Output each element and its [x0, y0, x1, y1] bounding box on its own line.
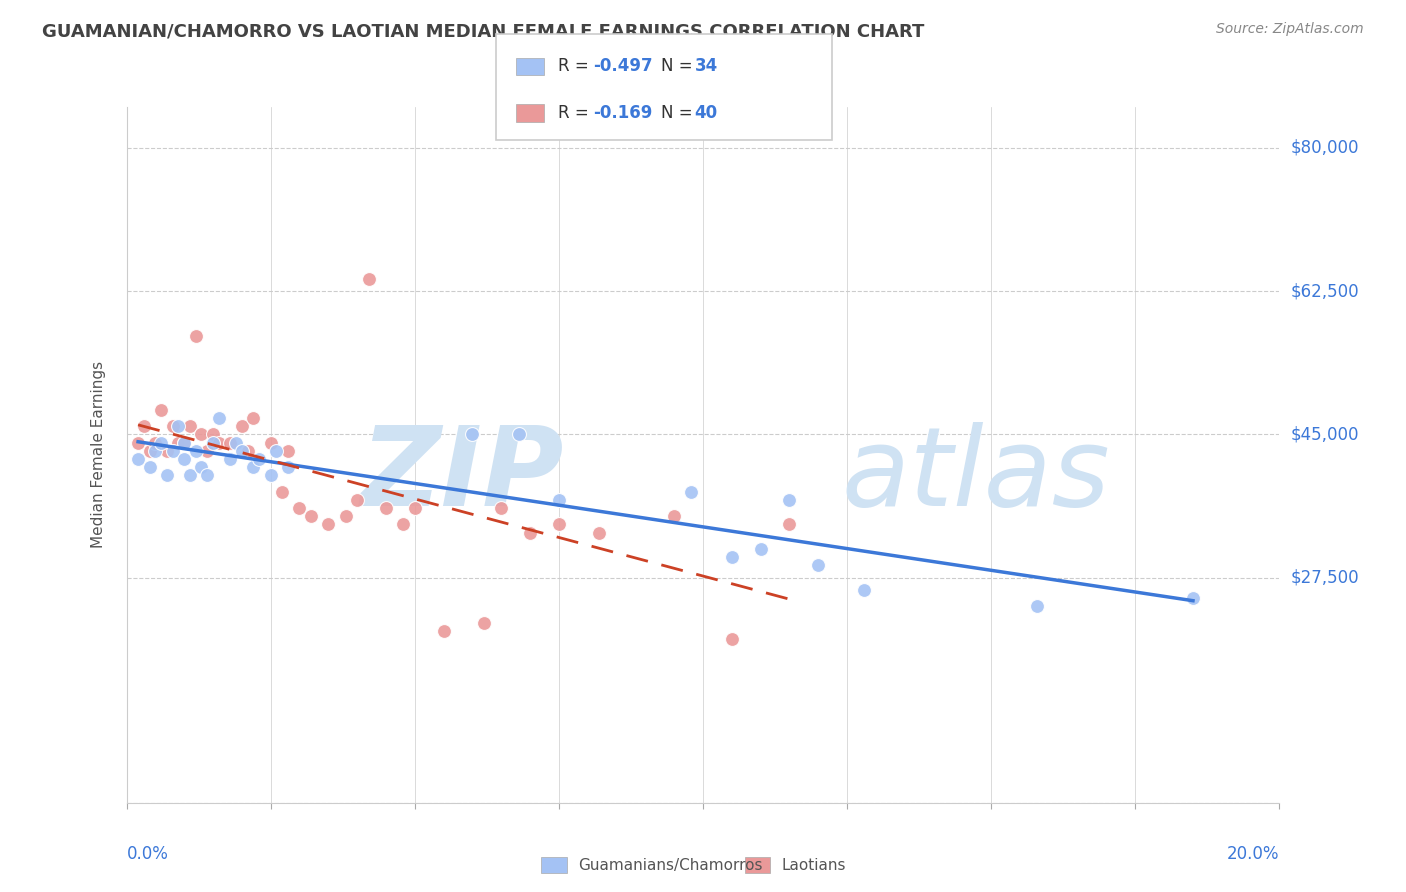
Point: [242, 460, 264, 475]
Point: [461, 427, 484, 442]
Point: [489, 501, 512, 516]
Text: 40: 40: [695, 103, 717, 121]
Point: [190, 427, 212, 442]
Text: N =: N =: [661, 103, 697, 121]
Point: [299, 509, 322, 524]
Point: [190, 460, 212, 475]
Text: GUAMANIAN/CHAMORRO VS LAOTIAN MEDIAN FEMALE EARNINGS CORRELATION CHART: GUAMANIAN/CHAMORRO VS LAOTIAN MEDIAN FEM…: [42, 22, 925, 40]
Point: [318, 517, 340, 532]
Point: [664, 509, 686, 524]
Point: [162, 419, 184, 434]
Point: [219, 435, 242, 450]
Point: [184, 329, 207, 343]
Text: $27,500: $27,500: [1291, 569, 1360, 587]
Point: [548, 492, 571, 507]
Point: [1181, 591, 1204, 606]
Text: ZIP: ZIP: [361, 422, 565, 529]
Point: [208, 411, 231, 425]
Y-axis label: Median Female Earnings: Median Female Earnings: [91, 361, 105, 549]
Point: [173, 452, 195, 467]
Point: [357, 272, 380, 286]
Point: [720, 550, 742, 565]
Point: [202, 435, 225, 450]
Point: [247, 452, 270, 467]
Point: [219, 452, 242, 467]
Point: [277, 443, 299, 458]
Point: [277, 460, 299, 475]
Point: [145, 443, 166, 458]
Point: [681, 484, 703, 499]
Point: [202, 427, 225, 442]
Point: [225, 435, 247, 450]
Point: [779, 492, 801, 507]
Point: [167, 435, 190, 450]
Text: atlas: atlas: [841, 422, 1109, 529]
Point: [132, 419, 155, 434]
Point: [779, 517, 801, 532]
Text: Source: ZipAtlas.com: Source: ZipAtlas.com: [1216, 22, 1364, 37]
Text: 0.0%: 0.0%: [127, 845, 169, 863]
Point: [472, 615, 495, 630]
Point: [392, 517, 415, 532]
Point: [231, 419, 253, 434]
Point: [179, 468, 201, 483]
Point: [127, 435, 149, 450]
Point: [288, 501, 311, 516]
Point: [156, 468, 179, 483]
Point: [167, 419, 190, 434]
Text: R =: R =: [558, 103, 595, 121]
Point: [853, 582, 876, 597]
Text: $62,500: $62,500: [1291, 282, 1360, 301]
Point: [138, 460, 160, 475]
Text: Guamanians/Chamorros: Guamanians/Chamorros: [578, 858, 762, 872]
Point: [1026, 599, 1049, 614]
Point: [150, 403, 173, 417]
Point: [195, 468, 218, 483]
Point: [242, 411, 264, 425]
Point: [236, 443, 259, 458]
Text: $45,000: $45,000: [1291, 425, 1360, 443]
Point: [807, 558, 830, 573]
Point: [266, 443, 288, 458]
Point: [346, 492, 368, 507]
Point: [404, 501, 426, 516]
Text: 20.0%: 20.0%: [1227, 845, 1279, 863]
Point: [179, 419, 201, 434]
Point: [335, 509, 357, 524]
Point: [548, 517, 571, 532]
Point: [208, 435, 231, 450]
Text: $80,000: $80,000: [1291, 139, 1360, 157]
Point: [259, 468, 281, 483]
Point: [145, 435, 166, 450]
Point: [519, 525, 541, 540]
Point: [184, 443, 207, 458]
Text: R =: R =: [558, 57, 595, 76]
Point: [162, 443, 184, 458]
Point: [127, 452, 149, 467]
Point: [271, 484, 294, 499]
Text: 34: 34: [695, 57, 718, 76]
Point: [231, 443, 253, 458]
Point: [259, 435, 281, 450]
Point: [195, 443, 218, 458]
Text: N =: N =: [661, 57, 697, 76]
Point: [156, 443, 179, 458]
Point: [374, 501, 398, 516]
Point: [173, 435, 195, 450]
Point: [720, 632, 742, 646]
Point: [749, 542, 772, 557]
Point: [150, 435, 173, 450]
Point: [138, 443, 160, 458]
Text: -0.169: -0.169: [593, 103, 652, 121]
Text: -0.497: -0.497: [593, 57, 652, 76]
Point: [433, 624, 456, 638]
Point: [588, 525, 610, 540]
Point: [508, 427, 530, 442]
Text: Laotians: Laotians: [782, 858, 846, 872]
Point: [173, 435, 195, 450]
